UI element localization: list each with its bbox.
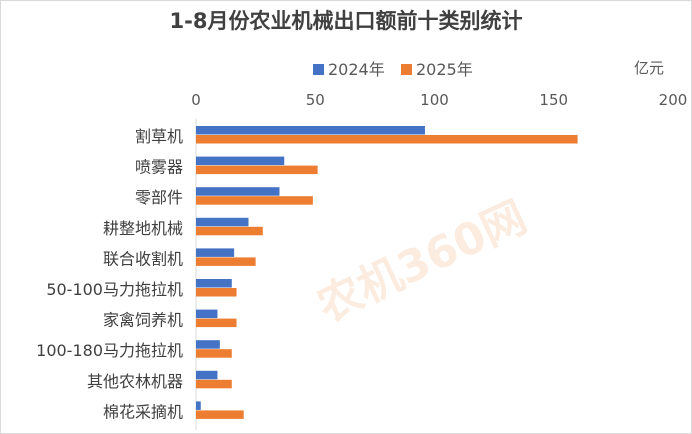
bars-group [196, 126, 578, 419]
category-label: 家禽饲养机 [103, 311, 183, 330]
x-tick-label: 0 [191, 91, 201, 109]
bar-1 [196, 248, 235, 257]
chart-title: 1-8月份农业机械出口额前十类别统计 [170, 9, 523, 33]
bar-1 [196, 340, 220, 349]
bar-2 [196, 288, 237, 297]
bar-1 [196, 126, 425, 135]
bar-1 [196, 217, 249, 227]
bar-2 [196, 226, 263, 236]
bar-2 [196, 135, 578, 144]
category-label: 其他农林机器 [87, 372, 183, 391]
bar-2 [196, 196, 313, 205]
bar-2 [196, 349, 232, 358]
x-tick-label: 200 [659, 91, 688, 109]
x-tick-label: 50 [306, 91, 325, 109]
bar-2 [196, 410, 244, 419]
category-label: 棉花采摘机 [103, 402, 183, 421]
bar-2 [196, 318, 237, 328]
unit-label: 亿元 [634, 59, 664, 77]
category-label: 零部件 [135, 188, 183, 207]
legend-label-2: 2025年 [416, 60, 473, 79]
category-label: 50-100马力拖拉机 [46, 280, 183, 299]
bar-2 [196, 257, 256, 266]
category-label: 割草机 [135, 127, 183, 146]
x-axis-ticks: 0 50 100 150 200 [191, 91, 687, 109]
category-label: 耕整地机械 [103, 219, 183, 238]
x-tick-label: 100 [420, 91, 449, 109]
bar-1 [196, 156, 285, 166]
legend-swatch-1 [313, 64, 324, 75]
bar-2 [196, 379, 232, 389]
x-tick-label: 150 [539, 91, 568, 109]
bar-2 [196, 165, 318, 175]
legend-swatch-2 [401, 64, 412, 75]
category-label: 100-180马力拖拉机 [36, 341, 183, 360]
bar-1 [196, 370, 218, 380]
bar-1 [196, 309, 218, 319]
watermark-text: 农机360网 [310, 192, 534, 333]
bar-1 [196, 279, 232, 288]
legend-label-1: 2024年 [328, 60, 385, 79]
bar-1 [196, 401, 201, 410]
category-label: 联合收割机 [103, 249, 183, 268]
category-label: 喷雾器 [135, 158, 183, 177]
bar-1 [196, 187, 280, 196]
legend: 2024年 2025年 [313, 60, 473, 79]
